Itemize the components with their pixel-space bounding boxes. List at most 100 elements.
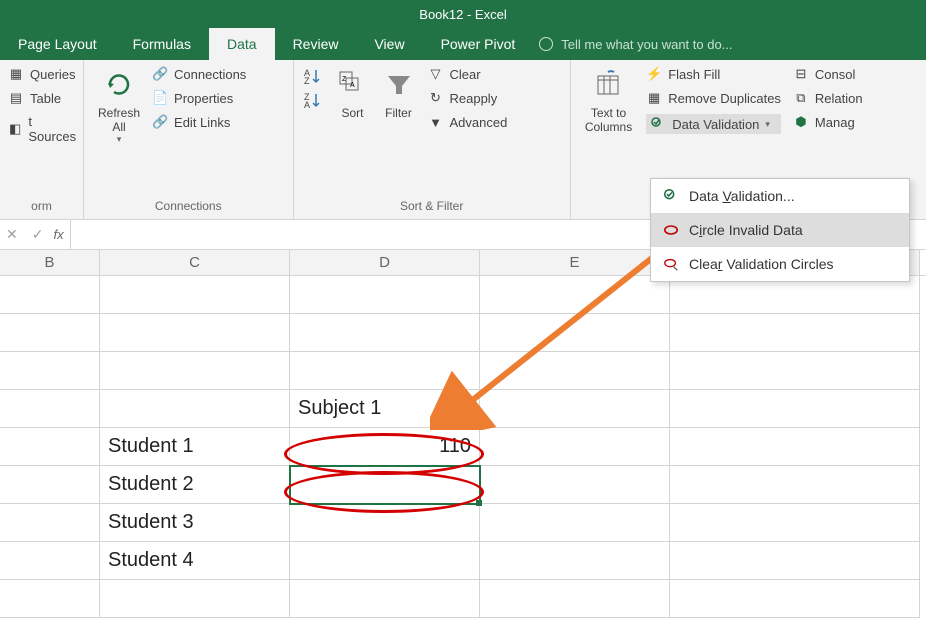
svg-text:A: A	[350, 82, 355, 89]
cell[interactable]	[290, 504, 480, 542]
group-label-sort-filter: Sort & Filter	[294, 195, 570, 219]
relationships-button[interactable]: ⧉Relation	[793, 90, 863, 106]
cell[interactable]	[290, 314, 480, 352]
recent-sources-button[interactable]: ◧t Sources	[8, 114, 78, 144]
tab-data[interactable]: Data	[209, 28, 275, 60]
enter-icon[interactable]: ✓	[32, 226, 44, 243]
remove-duplicates-button[interactable]: ▦Remove Duplicates	[646, 90, 781, 106]
cell[interactable]	[0, 352, 100, 390]
cancel-icon[interactable]: ✕	[6, 226, 18, 243]
cell[interactable]	[290, 580, 480, 618]
cell[interactable]: Student 3	[100, 504, 290, 542]
cell[interactable]	[480, 390, 670, 428]
sort-button[interactable]: ZA Sort	[330, 66, 376, 122]
sources-icon: ◧	[8, 121, 22, 137]
cell[interactable]	[670, 352, 920, 390]
cell[interactable]	[480, 580, 670, 618]
bulb-icon	[539, 37, 553, 51]
sort-asc-button[interactable]: AZ	[302, 66, 322, 86]
tell-me[interactable]: Tell me what you want to do...	[539, 28, 732, 60]
edit-links-button[interactable]: 🔗Edit Links	[152, 114, 246, 130]
cell[interactable]	[290, 352, 480, 390]
cell[interactable]	[480, 314, 670, 352]
cell[interactable]	[0, 390, 100, 428]
cell[interactable]	[0, 542, 100, 580]
connections-button[interactable]: 🔗Connections	[152, 66, 246, 82]
properties-button[interactable]: 📄Properties	[152, 90, 246, 106]
cell[interactable]	[480, 504, 670, 542]
filter-button[interactable]: Filter	[376, 66, 422, 122]
svg-text:Z: Z	[304, 76, 310, 86]
menu-clear-validation-circles[interactable]: Clear Validation Circles	[651, 247, 909, 281]
consolidate-button[interactable]: ⊟Consol	[793, 66, 863, 82]
cell[interactable]	[480, 542, 670, 580]
column-header-d[interactable]: D	[290, 250, 480, 275]
menu-circle-invalid-data[interactable]: Circle Invalid Data	[651, 213, 909, 247]
column-header-b[interactable]: B	[0, 250, 100, 275]
manage-icon: ⬢	[793, 114, 809, 130]
menu-label: Circle Invalid Data	[689, 222, 803, 238]
cell[interactable]	[290, 542, 480, 580]
cell[interactable]	[670, 466, 920, 504]
connections-icon: 🔗	[152, 66, 168, 82]
cell[interactable]	[480, 428, 670, 466]
clear-filter-button[interactable]: ▽Clear	[428, 66, 508, 82]
cell[interactable]	[100, 314, 290, 352]
cell[interactable]	[100, 390, 290, 428]
cell[interactable]	[480, 352, 670, 390]
reapply-button[interactable]: ↻Reapply	[428, 90, 508, 106]
group-label-transform: orm	[0, 195, 83, 219]
fx-label[interactable]: fx	[53, 227, 63, 242]
advanced-filter-button[interactable]: ▼Advanced	[428, 114, 508, 130]
cell[interactable]	[100, 580, 290, 618]
clear-icon: ▽	[428, 66, 444, 82]
flash-fill-icon: ⚡	[646, 66, 662, 82]
cell[interactable]	[670, 428, 920, 466]
cell[interactable]	[0, 276, 100, 314]
data-validation-icon	[650, 116, 666, 132]
cell[interactable]: 110	[290, 428, 480, 466]
cell[interactable]: Student 1	[100, 428, 290, 466]
cell[interactable]	[0, 580, 100, 618]
cell[interactable]	[480, 466, 670, 504]
cell[interactable]	[670, 390, 920, 428]
cell[interactable]	[0, 314, 100, 352]
worksheet-grid[interactable]: B C D E F Subject 1 Student 1110 Student…	[0, 250, 926, 618]
flash-fill-button[interactable]: ⚡Flash Fill	[646, 66, 781, 82]
sort-icon: ZA	[336, 68, 370, 102]
column-header-c[interactable]: C	[100, 250, 290, 275]
cell[interactable]	[670, 580, 920, 618]
manage-button[interactable]: ⬢Manag	[793, 114, 863, 130]
tab-power-pivot[interactable]: Power Pivot	[423, 28, 534, 60]
cell[interactable]	[480, 276, 670, 314]
text-to-columns-icon	[592, 68, 626, 102]
cell[interactable]	[100, 276, 290, 314]
cell-selected[interactable]	[290, 466, 480, 504]
tab-review[interactable]: Review	[275, 28, 357, 60]
column-header-e[interactable]: E	[480, 250, 670, 275]
tab-page-layout[interactable]: Page Layout	[0, 28, 115, 60]
table-button[interactable]: ▤Table	[8, 90, 78, 106]
consolidate-icon: ⊟	[793, 66, 809, 82]
circle-invalid-icon	[663, 222, 679, 238]
data-validation-button[interactable]: Data Validation ▾	[646, 114, 781, 134]
cell[interactable]	[670, 314, 920, 352]
cell[interactable]	[670, 504, 920, 542]
refresh-all-button[interactable]: Refresh All ▾	[92, 66, 146, 147]
cell[interactable]	[0, 428, 100, 466]
cell[interactable]: Student 2	[100, 466, 290, 504]
cell[interactable]	[290, 276, 480, 314]
cell[interactable]	[0, 504, 100, 542]
menu-data-validation[interactable]: Data Validation...	[651, 179, 909, 213]
refresh-icon	[102, 68, 136, 102]
cell[interactable]	[100, 352, 290, 390]
text-to-columns-button[interactable]: Text to Columns	[579, 66, 638, 136]
cell[interactable]: Student 4	[100, 542, 290, 580]
tab-view[interactable]: View	[356, 28, 422, 60]
sort-desc-button[interactable]: ZA	[302, 90, 322, 110]
cell[interactable]: Subject 1	[290, 390, 480, 428]
cell[interactable]	[670, 542, 920, 580]
tab-formulas[interactable]: Formulas	[115, 28, 209, 60]
cell[interactable]	[0, 466, 100, 504]
queries-button[interactable]: ▦Queries	[8, 66, 78, 82]
